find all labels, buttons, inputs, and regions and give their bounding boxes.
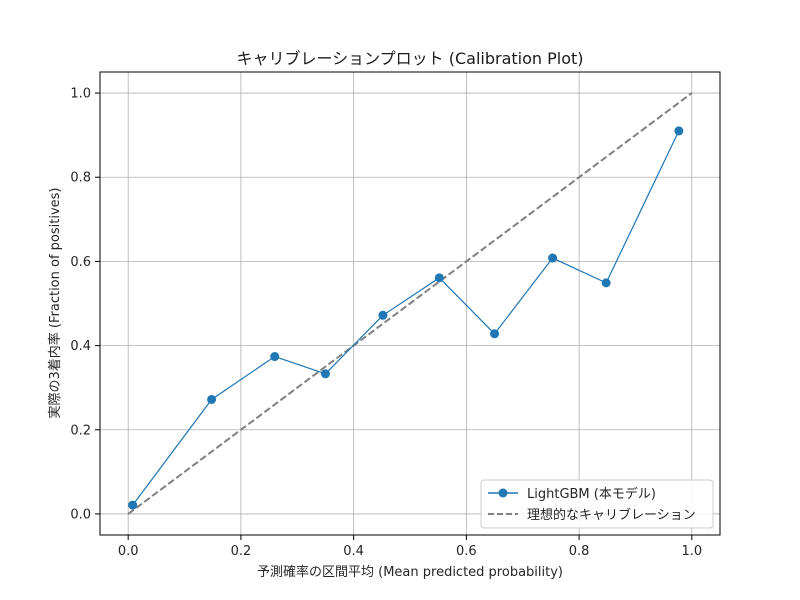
model-data-point xyxy=(270,352,280,362)
x-tick-label: 0.4 xyxy=(343,544,364,559)
y-tick-label: 1.0 xyxy=(70,87,91,102)
y-tick-label: 0.0 xyxy=(70,507,91,522)
legend-marker-model xyxy=(498,488,508,498)
model-data-point xyxy=(378,310,388,320)
legend: LightGBM (本モデル) 理想的なキャリブレーション xyxy=(480,479,714,529)
model-data-point xyxy=(207,394,217,404)
model-data-point xyxy=(320,369,330,379)
model-data-point xyxy=(490,329,500,339)
model-data-point xyxy=(674,126,684,136)
model-series-line xyxy=(132,130,680,506)
y-tick-label: 0.4 xyxy=(70,339,91,354)
plot-frame xyxy=(99,71,721,536)
x-tick-label: 0.2 xyxy=(231,544,252,559)
x-tick-label: 0.0 xyxy=(118,544,139,559)
legend-frame xyxy=(480,479,714,529)
y-tick-label: 0.6 xyxy=(70,255,91,270)
model-data-point xyxy=(601,278,611,288)
ideal-calibration-line xyxy=(127,92,693,515)
ticks: 0.0 0.2 0.4 0.6 0.8 1.0 0.0 0.2 0.4 0.6 0.8 1.0 xyxy=(70,87,702,559)
legend-label-ideal: 理想的なキャリブレーション xyxy=(527,507,696,523)
legend-label-model: LightGBM (本モデル) xyxy=(527,486,656,502)
series-layer xyxy=(127,92,693,515)
model-data-point xyxy=(548,253,558,263)
x-tick-label: 0.8 xyxy=(569,544,590,559)
x-axis-label: 予測確率の区間平均 (Mean predicted probability) xyxy=(257,564,563,580)
model-data-point xyxy=(434,273,444,283)
y-tick-label: 0.8 xyxy=(70,171,91,186)
model-data-point xyxy=(128,500,138,510)
chart-title: キャリブレーションプロット (Calibration Plot) xyxy=(236,49,583,68)
x-tick-label: 1.0 xyxy=(681,544,702,559)
y-axis-label: 実際の3着内率 (Fraction of positives) xyxy=(47,188,63,419)
y-tick-label: 0.2 xyxy=(70,423,91,438)
x-tick-label: 0.6 xyxy=(456,544,477,559)
